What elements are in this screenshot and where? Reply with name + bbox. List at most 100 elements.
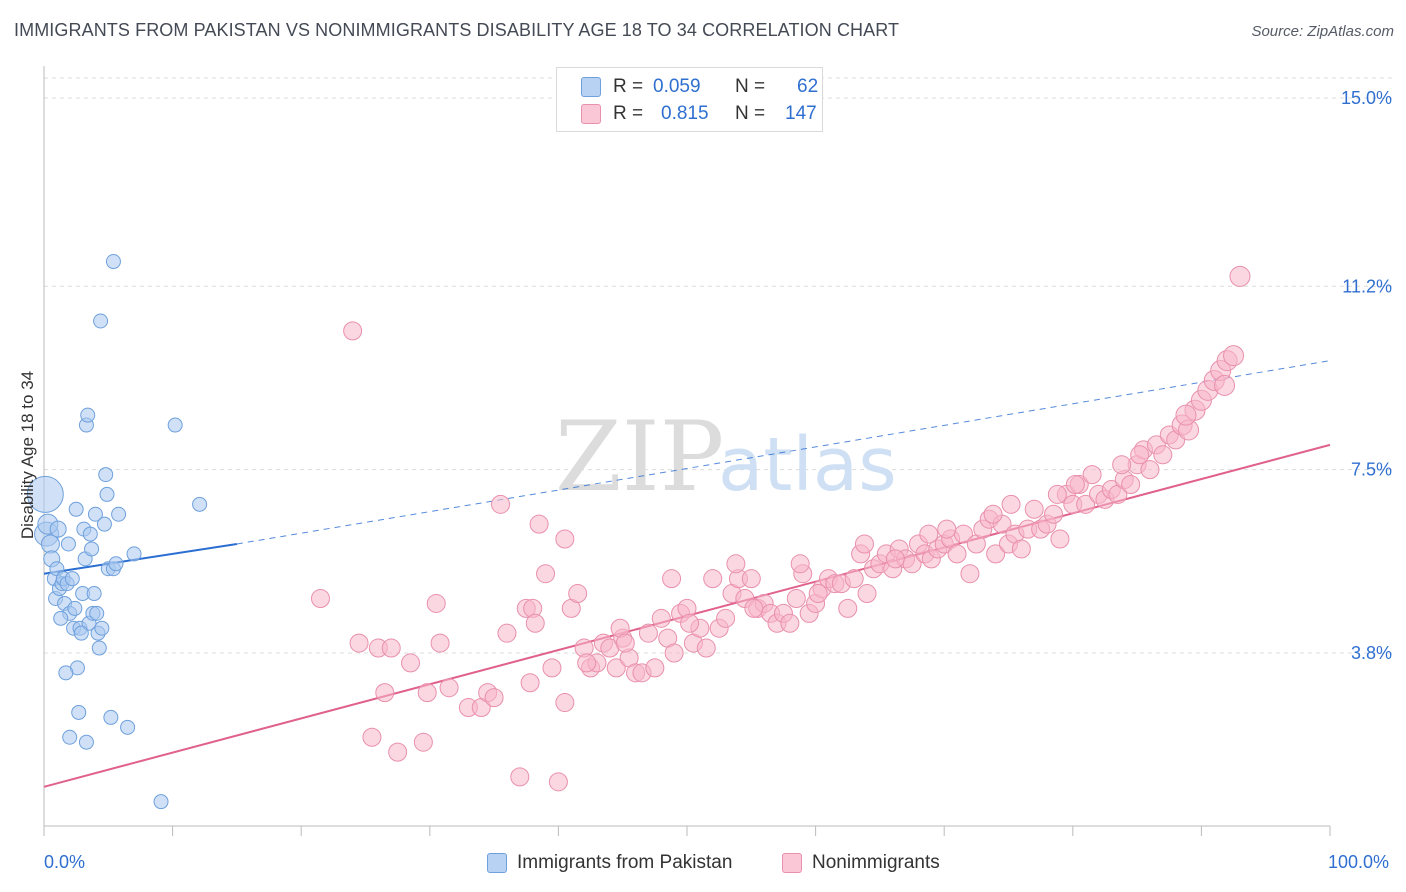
data-point-pink xyxy=(577,653,597,673)
data-point-blue xyxy=(167,417,183,433)
data-point-pink xyxy=(401,653,421,673)
legend-label: Immigrants from Pakistan xyxy=(517,852,733,873)
data-point-blue xyxy=(58,665,74,681)
legend-item-nonimmigrants: Nonimmigrants xyxy=(782,852,940,874)
data-point-pink xyxy=(790,554,810,574)
data-point-pink xyxy=(844,569,864,589)
data-point-blue xyxy=(126,546,142,562)
correlation-legend: R = 0.059 N = 62 R = 0.815 N = 147 xyxy=(556,67,823,132)
data-point-pink xyxy=(362,727,382,747)
legend-r-value: 0.059 xyxy=(653,76,701,97)
data-point-pink xyxy=(919,524,939,544)
legend-swatch-blue xyxy=(581,77,601,97)
legend-swatch-pink xyxy=(581,104,601,124)
data-point-pink xyxy=(1130,445,1150,465)
data-point-pink xyxy=(664,643,684,663)
data-point-blue xyxy=(108,556,124,572)
data-point-pink xyxy=(1047,484,1067,504)
data-point-blue xyxy=(89,605,105,621)
data-point-blue xyxy=(49,520,67,538)
data-point-pink xyxy=(741,569,761,589)
x-tick-start: 0.0% xyxy=(44,852,86,872)
data-point-blue xyxy=(60,536,76,552)
axes xyxy=(43,66,1331,836)
series-legend: Immigrants from Pakistan Nonimmigrants xyxy=(0,852,1406,876)
data-point-pink xyxy=(937,519,957,539)
data-point-pink xyxy=(645,658,665,678)
data-point-blue xyxy=(73,625,89,641)
trend-line-blue xyxy=(43,542,238,575)
data-point-pink xyxy=(716,608,736,628)
grid-lines xyxy=(44,77,1392,654)
data-point-pink xyxy=(983,504,1003,524)
data-point-pink xyxy=(536,564,556,584)
data-point-pink xyxy=(786,588,806,608)
legend-n-value: 147 xyxy=(785,103,817,124)
data-point-pink xyxy=(1011,539,1031,559)
data-point-pink xyxy=(1001,494,1021,514)
data-point-pink xyxy=(651,608,671,628)
data-point-blue xyxy=(96,516,112,532)
data-point-pink xyxy=(1076,494,1096,514)
data-point-blue xyxy=(91,640,107,656)
data-point-pink xyxy=(497,623,517,643)
data-point-blue xyxy=(82,526,98,542)
data-point-pink xyxy=(960,564,980,584)
data-point-pink xyxy=(349,633,369,653)
data-point-blue xyxy=(105,254,121,270)
data-point-pink xyxy=(417,683,437,703)
data-point-blue xyxy=(111,506,127,522)
data-point-blue xyxy=(94,620,110,636)
data-point-pink xyxy=(525,613,545,633)
y-tick-labels: 3.8% 7.5% 11.2% 15.0% xyxy=(1341,88,1392,663)
data-point-pink xyxy=(1140,460,1160,480)
legend-r-label: R = xyxy=(613,76,644,97)
legend-r-label: R = xyxy=(613,103,644,124)
data-point-pink xyxy=(703,569,723,589)
data-point-blue xyxy=(153,794,169,810)
x-tick-end: 100.0% xyxy=(1328,852,1390,872)
data-point-blue xyxy=(87,506,103,522)
legend-swatch-blue xyxy=(487,853,507,873)
data-point-pink xyxy=(491,494,511,514)
data-point-pink xyxy=(1214,374,1236,396)
data-point-pink xyxy=(568,584,588,604)
series-immigrants-from-pakistan xyxy=(26,254,208,810)
series-nonimmigrants xyxy=(310,265,1251,792)
data-point-blue xyxy=(192,496,208,512)
data-point-pink xyxy=(1153,445,1173,465)
legend-label: Nonimmigrants xyxy=(812,852,940,873)
data-point-pink xyxy=(375,683,395,703)
data-point-pink xyxy=(413,732,433,752)
y-tick-label: 15.0% xyxy=(1341,88,1392,108)
data-point-pink xyxy=(381,638,401,658)
chart-title: IMMIGRANTS FROM PAKISTAN VS NONIMMIGRANT… xyxy=(14,20,900,40)
data-point-pink xyxy=(1050,529,1070,549)
data-point-blue xyxy=(62,729,78,745)
data-point-pink xyxy=(510,767,530,787)
data-point-pink xyxy=(426,593,446,613)
data-point-pink xyxy=(1175,404,1197,426)
legend-row-series1: R = 0.059 N = 62 xyxy=(581,76,818,98)
data-point-blue xyxy=(98,467,114,483)
legend-swatch-pink xyxy=(782,853,802,873)
data-point-blue xyxy=(99,486,115,502)
data-point-blue xyxy=(103,709,119,725)
data-point-pink xyxy=(555,529,575,549)
data-point-pink xyxy=(1082,465,1102,485)
y-tick-label: 3.8% xyxy=(1351,643,1392,663)
data-point-pink xyxy=(857,584,877,604)
legend-item-immigrants: Immigrants from Pakistan xyxy=(487,852,732,874)
data-point-pink xyxy=(606,658,626,678)
data-point-blue xyxy=(64,571,80,587)
legend-n-label: N = xyxy=(735,76,766,97)
data-point-pink xyxy=(1223,345,1245,367)
y-axis-label: Disability Age 18 to 34 xyxy=(18,370,37,540)
legend-n-value: 62 xyxy=(797,76,819,97)
data-point-pink xyxy=(1112,455,1132,475)
y-tick-label: 7.5% xyxy=(1351,460,1392,480)
data-point-blue xyxy=(71,704,87,720)
data-point-pink xyxy=(1024,499,1044,519)
data-point-pink xyxy=(555,693,575,713)
